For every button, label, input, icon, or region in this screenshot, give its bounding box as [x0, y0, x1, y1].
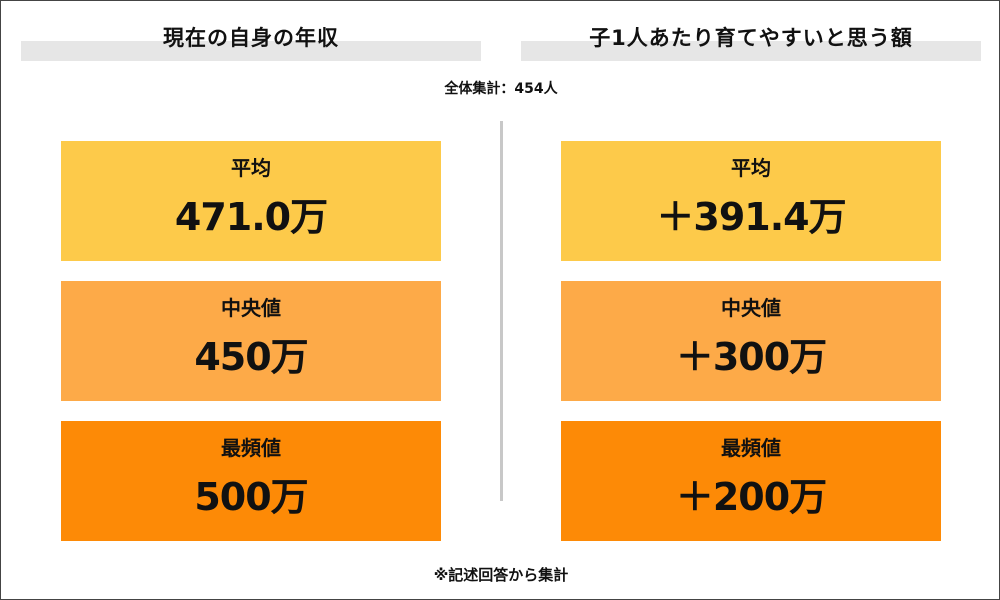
card-label: 最頻値 — [721, 436, 781, 460]
left-header-bar — [21, 41, 481, 61]
per-child-mode-card: 最頻値 ＋200万 — [561, 421, 941, 541]
per-child-median-card: 中央値 ＋300万 — [561, 281, 941, 401]
column-divider — [500, 121, 503, 501]
footnote: ※記述回答から集計 — [433, 566, 569, 584]
income-median-card: 中央値 450万 — [61, 281, 441, 401]
left-column-title: 現在の自身の年収 — [163, 26, 339, 50]
card-label: 最頻値 — [221, 436, 281, 460]
per-child-average-card: 平均 ＋391.4万 — [561, 141, 941, 261]
card-label: 中央値 — [721, 296, 781, 320]
respondent-count: 全体集計：454人 — [444, 81, 558, 97]
right-column-title: 子1人あたり育てやすいと思う額 — [589, 26, 913, 50]
card-value: ＋300万 — [675, 335, 827, 379]
card-value: ＋200万 — [675, 475, 827, 519]
card-value: 450万 — [194, 335, 308, 379]
card-label: 平均 — [231, 156, 271, 180]
income-average-card: 平均 471.0万 — [61, 141, 441, 261]
card-value: 471.0万 — [174, 195, 328, 239]
card-label: 中央値 — [221, 296, 281, 320]
card-value: 500万 — [194, 475, 308, 519]
card-label: 平均 — [731, 156, 771, 180]
right-header-bar — [521, 41, 981, 61]
card-value: ＋391.4万 — [656, 195, 846, 239]
income-mode-card: 最頻値 500万 — [61, 421, 441, 541]
